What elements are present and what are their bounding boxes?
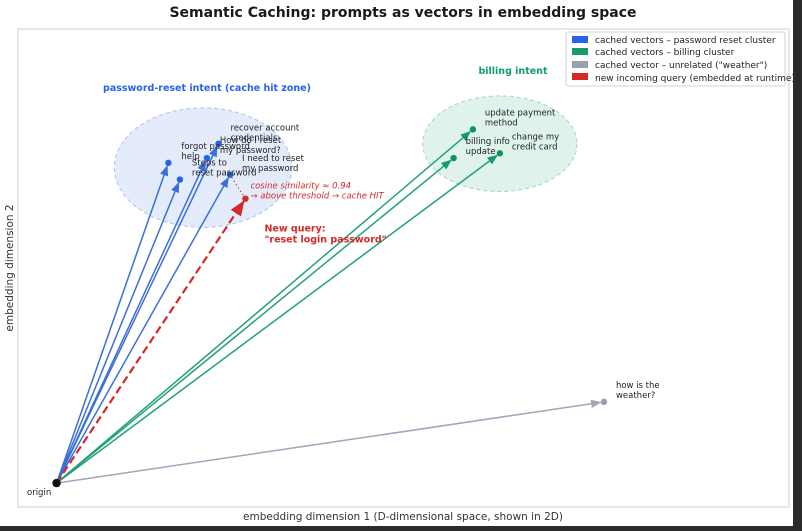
legend-swatch-new-query (572, 73, 588, 80)
point-label-line: How do I reset (220, 136, 282, 146)
legend-label-unrelated: cached vector – unrelated ("weather") (595, 61, 767, 71)
window-edge-bottom (0, 526, 802, 531)
vector-steps-to-reset-password (55, 181, 180, 484)
point-label-how-is-the-weather: how is the weather? (616, 381, 660, 401)
query-label: New query: "reset login password" (264, 224, 386, 246)
x-axis-label: embedding dimension 1 (D-dimensional spa… (243, 511, 563, 523)
y-axis-label: embedding dimension 2 (4, 204, 16, 331)
legend-box (565, 31, 786, 87)
point-label-line: my password (242, 164, 298, 174)
semantic-caching-chart: Semantic Caching: prompts as vectors in … (4, 5, 793, 523)
point-label-line: Steps to (192, 159, 227, 169)
point-label-line: how is the (616, 381, 660, 391)
point-how-do-i-reset-my-password (203, 154, 211, 162)
vector-billing-info-update (56, 159, 452, 484)
legend-swatch-billing-cluster (572, 48, 588, 55)
point-recover-account-credentials (215, 140, 222, 147)
legend-label-billing-cluster: cached vectors – billing cluster (595, 48, 735, 58)
query-label-line: New query: (264, 224, 325, 235)
zone-label-billing: billing intent (478, 66, 547, 77)
zone-label-password-reset: password-reset intent (cache hit zone) (103, 83, 311, 94)
point-how-is-the-weather (600, 398, 608, 406)
point-label-line: help (181, 152, 199, 162)
chart-title: Semantic Caching: prompts as vectors in … (169, 5, 636, 21)
point-label-line: credentials (230, 134, 277, 144)
point-label-update-payment-method: update payment method (485, 108, 556, 128)
query-label-line: "reset login password" (264, 235, 386, 246)
query-vector (55, 200, 245, 484)
vector-how-is-the-weather (56, 399, 602, 484)
point-label-line: my password? (220, 146, 281, 156)
point-label-line: billing info (466, 137, 510, 147)
legend-swatch-unrelated (572, 61, 588, 68)
point-label-how-do-i-reset-my-password: How do I reset my password? (220, 136, 282, 156)
query-annotation: cosine similarity ≈ 0.94 → above threshol… (52, 174, 387, 488)
point-change-my-credit-card (496, 150, 504, 157)
window-edge-right (793, 0, 802, 531)
point-label-line: forgot password (181, 142, 250, 152)
point-steps-to-reset-password (176, 176, 184, 183)
vector-points (165, 126, 608, 406)
vector-recover-account-credentials (55, 145, 218, 484)
point-forgot-password-help (165, 159, 172, 167)
legend-swatch-password-cluster (572, 36, 588, 43)
similarity-value: cosine similarity ≈ 0.94 (250, 182, 351, 192)
legend-label-password-cluster: cached vectors – password reset cluster (595, 36, 776, 46)
vector-update-payment-method (56, 130, 472, 484)
point-label-line: update payment (485, 108, 556, 118)
vector-arrows (55, 130, 602, 484)
origin-label: origin (27, 488, 51, 498)
vector-forgot-password-help (55, 165, 169, 484)
point-label-line: method (485, 118, 518, 128)
point-label-line: recover account (230, 124, 299, 134)
point-label-line: I need to reset (242, 154, 305, 164)
point-label-line: credit card (512, 142, 558, 152)
point-label-change-my-credit-card: change my credit card (512, 132, 559, 152)
point-update-payment-method (469, 126, 477, 133)
plot-frame (17, 28, 790, 508)
legend: cached vectors – password reset cluster … (565, 31, 793, 87)
point-label-recover-account-credentials: recover account credentials (230, 124, 299, 144)
point-billing-info-update (450, 154, 457, 162)
point-label-forgot-password-help: forgot password help (181, 142, 250, 162)
zone-billing (422, 95, 578, 193)
threshold-note: → above threshold → cache HIT (250, 192, 384, 202)
vector-change-my-credit-card (56, 154, 498, 484)
similarity-annotation: cosine similarity ≈ 0.94 → above threshol… (250, 182, 384, 202)
similarity-link (229, 174, 246, 199)
legend-label-new-query: new incoming query (embedded at runtime) (595, 74, 793, 84)
point-label-i-need-to-reset-my-password: I need to reset my password (242, 154, 305, 174)
vector-i-need-to-reset-my-password (55, 176, 229, 484)
point-label-line: reset password (192, 169, 257, 179)
point-label-billing-info-update: billing info update (466, 137, 510, 157)
point-label-steps-to-reset-password: Steps to reset password (192, 159, 257, 179)
point-label-line: update (466, 147, 496, 157)
origin-point (52, 478, 61, 488)
point-label-line: change my (512, 132, 559, 142)
point-label-line: weather? (616, 391, 655, 401)
